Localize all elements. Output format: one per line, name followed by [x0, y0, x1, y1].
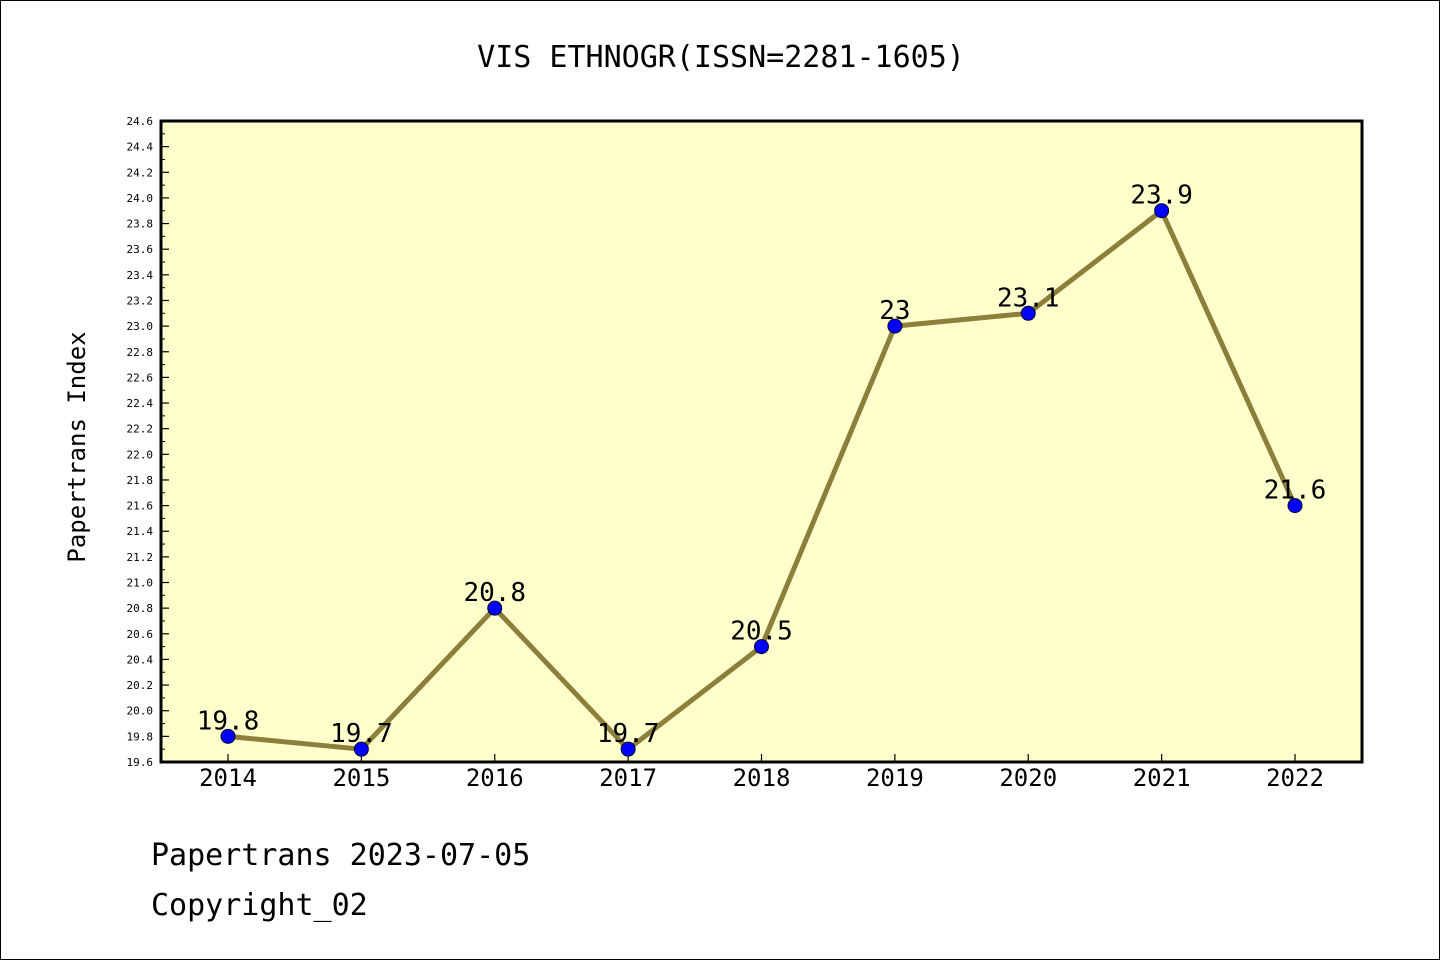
y-tick-label: 23.2	[127, 294, 154, 307]
y-tick-label: 24.2	[127, 166, 154, 179]
data-point	[620, 741, 636, 757]
footer-copyright-text: Copyright_02	[151, 888, 368, 923]
y-tick-label: 21.0	[127, 577, 154, 590]
data-label: 19.7	[597, 719, 660, 749]
y-tick-label: 22.8	[127, 346, 154, 359]
x-tick-label: 2022	[1266, 764, 1324, 792]
y-tick-label: 19.8	[127, 730, 154, 743]
x-tick-label: 2017	[599, 764, 657, 792]
y-tick-label: 20.2	[127, 679, 154, 692]
x-axis-ticks: 2014 2015 2016 2017 2018 2019 2020 2021 2022	[199, 754, 1324, 792]
data-label: 19.8	[197, 706, 260, 736]
footer-date-text: Papertrans 2023-07-05	[151, 838, 530, 873]
x-tick-label: 2020	[999, 764, 1057, 792]
y-tick-label: 23.8	[127, 218, 154, 231]
y-axis-label: Papertrans Index	[63, 331, 91, 562]
data-label: 21.6	[1264, 476, 1327, 506]
y-tick-label: 21.8	[127, 474, 154, 487]
data-label: 20.5	[730, 617, 793, 647]
data-label: 23.1	[997, 283, 1060, 313]
x-tick-label: 2021	[1133, 764, 1191, 792]
data-labels: 19.8 19.7 20.8 19.7 20.5 23 23.1 23.9 21.6	[197, 181, 1327, 749]
x-tick-label: 2018	[733, 764, 791, 792]
data-point	[1020, 305, 1036, 321]
y-tick-label: 23.6	[127, 243, 154, 256]
y-tick-label: 20.4	[127, 653, 154, 666]
x-tick-label: 2016	[466, 764, 524, 792]
data-point	[487, 600, 503, 616]
data-point	[1154, 203, 1170, 219]
y-tick-label: 20.6	[127, 628, 154, 641]
y-tick-label: 19.6	[127, 756, 154, 769]
y-tick-label: 22.6	[127, 371, 154, 384]
y-tick-label: 24.4	[127, 141, 154, 154]
y-tick-label: 23.0	[127, 320, 154, 333]
x-tick-label: 2015	[332, 764, 390, 792]
data-point	[1287, 498, 1303, 514]
y-tick-label: 20.8	[127, 602, 154, 615]
y-tick-label: 21.2	[127, 551, 154, 564]
y-tick-label: 22.4	[127, 397, 154, 410]
data-point	[887, 318, 903, 334]
x-tick-label: 2019	[866, 764, 924, 792]
data-point	[220, 728, 236, 744]
y-tick-label: 22.2	[127, 423, 154, 436]
x-tick-label: 2014	[199, 764, 257, 792]
data-point	[353, 741, 369, 757]
data-label: 20.8	[463, 578, 526, 608]
y-tick-label: 23.4	[127, 269, 154, 282]
y-tick-label: 21.6	[127, 500, 154, 513]
y-tick-label: 21.4	[127, 525, 154, 538]
chart-title: VIS ETHNOGR(ISSN=2281-1605)	[477, 40, 965, 75]
y-tick-label: 20.0	[127, 705, 154, 718]
data-label: 23	[879, 296, 910, 326]
data-points	[220, 203, 1303, 757]
y-tick-label: 24.6	[127, 115, 154, 128]
data-point	[754, 639, 769, 655]
y-tick-label: 24.0	[127, 192, 154, 205]
data-label: 23.9	[1130, 181, 1193, 211]
plot-area	[159, 119, 1364, 764]
data-label: 19.7	[330, 719, 393, 749]
y-tick-label: 22.0	[127, 448, 154, 461]
y-axis-ticks: 19.6 19.8 20.0 20.2 20.4 20.6 20.8 21.0 21.2 21.4…	[127, 115, 169, 769]
